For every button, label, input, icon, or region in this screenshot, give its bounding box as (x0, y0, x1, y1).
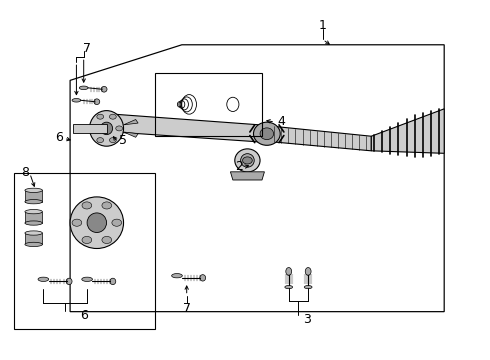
Ellipse shape (25, 199, 43, 204)
Circle shape (102, 202, 112, 209)
Polygon shape (123, 132, 138, 137)
Ellipse shape (25, 231, 43, 235)
Ellipse shape (304, 285, 312, 289)
Ellipse shape (253, 122, 280, 145)
Polygon shape (114, 114, 260, 142)
Bar (155, 73, 262, 135)
Text: 7: 7 (183, 302, 191, 315)
Text: 6: 6 (55, 131, 63, 144)
Ellipse shape (285, 285, 293, 289)
Ellipse shape (90, 111, 123, 146)
Circle shape (72, 219, 82, 226)
Ellipse shape (25, 221, 43, 225)
Circle shape (97, 138, 103, 143)
Ellipse shape (172, 274, 182, 278)
Circle shape (91, 126, 98, 131)
Text: 2: 2 (235, 160, 243, 173)
Circle shape (102, 237, 112, 243)
Ellipse shape (94, 99, 100, 104)
Circle shape (97, 114, 103, 119)
Text: 5: 5 (119, 134, 126, 147)
Bar (14, 173, 155, 329)
Ellipse shape (25, 188, 43, 193)
Polygon shape (123, 120, 138, 125)
Polygon shape (270, 126, 371, 151)
Ellipse shape (25, 242, 43, 247)
Ellipse shape (72, 99, 81, 102)
Ellipse shape (110, 278, 116, 285)
Circle shape (112, 219, 122, 226)
Text: 3: 3 (303, 313, 311, 327)
Ellipse shape (305, 267, 311, 275)
Text: 6: 6 (80, 309, 88, 322)
Text: 7: 7 (83, 42, 91, 55)
Ellipse shape (66, 278, 72, 285)
Ellipse shape (241, 154, 254, 167)
Polygon shape (73, 124, 106, 133)
Ellipse shape (200, 275, 206, 281)
Bar (25, 212, 43, 223)
Circle shape (116, 126, 122, 131)
Ellipse shape (82, 277, 93, 282)
Bar (25, 190, 43, 202)
Polygon shape (371, 109, 444, 153)
Ellipse shape (87, 213, 106, 233)
Circle shape (82, 202, 92, 209)
Ellipse shape (79, 86, 88, 90)
Ellipse shape (70, 197, 123, 248)
Bar (25, 233, 43, 244)
Ellipse shape (260, 128, 273, 140)
Polygon shape (230, 172, 265, 180)
Text: 4: 4 (277, 116, 285, 129)
Ellipse shape (25, 210, 43, 214)
Ellipse shape (101, 86, 107, 92)
Text: 8: 8 (22, 166, 29, 179)
Text: 1: 1 (319, 19, 327, 32)
Ellipse shape (38, 277, 49, 282)
Circle shape (82, 237, 92, 243)
Circle shape (109, 114, 116, 119)
Circle shape (243, 157, 252, 164)
Ellipse shape (286, 267, 292, 275)
Ellipse shape (235, 149, 260, 172)
Ellipse shape (100, 122, 113, 135)
Circle shape (109, 138, 116, 143)
